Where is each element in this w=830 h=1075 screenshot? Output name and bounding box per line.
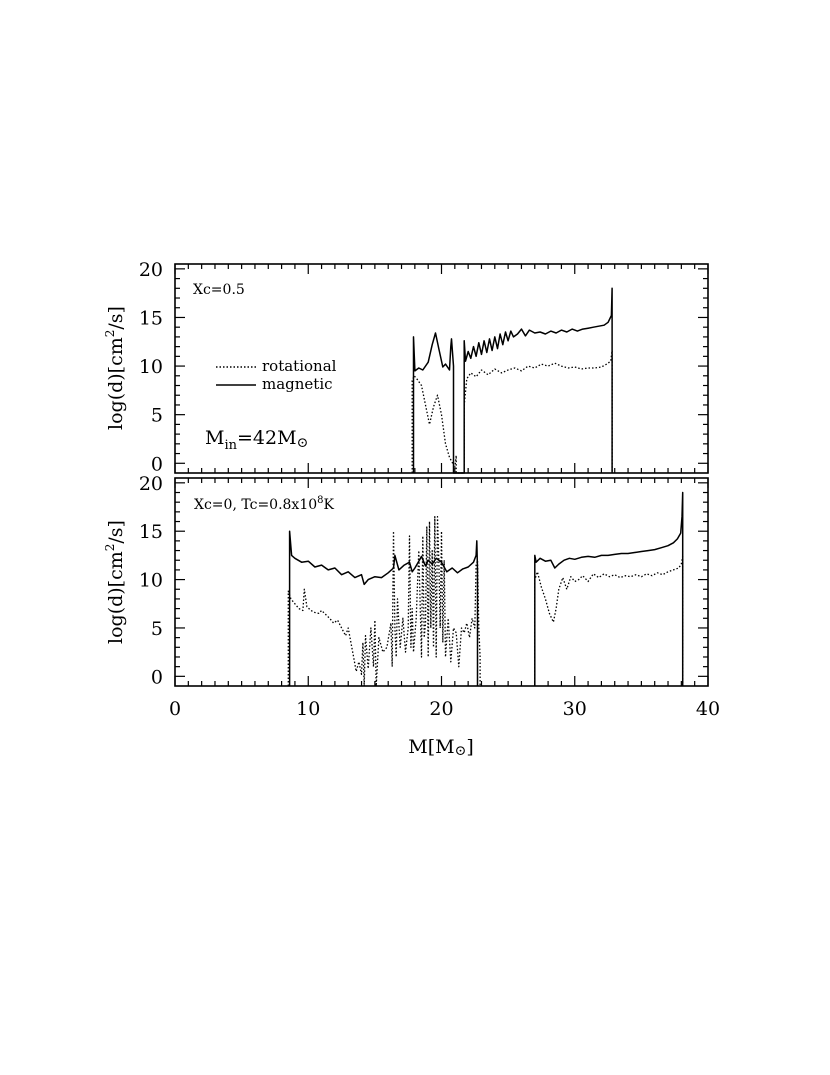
bottom-y-tick-label: 5 (151, 618, 163, 640)
sun-symbol: ⊙ (297, 435, 309, 451)
mass-label: Min=42M⊙ (205, 427, 308, 453)
ylabel-sup: 2 (103, 330, 117, 338)
top-panel: 0 5 10 15 20 Xc=0.5 rotational magnetic Min=… (103, 259, 709, 475)
x-tick-label: 20 (429, 698, 453, 720)
bottom-panel-x-tick-labels: 0 10 20 30 40 (169, 698, 720, 720)
annotation-post: K (324, 497, 335, 513)
legend-rotational-label: rotational (262, 357, 337, 375)
bottom-panel-ylabel: log(d)[cm2/s] (103, 520, 127, 644)
mass-label-main: M (205, 427, 224, 449)
top-y-tick-label: 5 (151, 405, 163, 427)
bottom-y-tick-label: 0 (151, 666, 163, 688)
bottom-panel-y-tick-labels: 0 5 10 15 20 (139, 473, 163, 688)
xlabel-sun: ⊙ (455, 743, 467, 759)
bottom-panel: 0 5 10 15 20 0 10 20 30 40 Xc=0, Tc=0.8x108K log… (103, 473, 720, 759)
top-y-tick-label: 15 (139, 307, 163, 329)
x-tick-label: 10 (296, 698, 320, 720)
bottom-series-magnetic (288, 530, 479, 686)
bottom-panel-annotation: Xc=0, Tc=0.8x108K (194, 495, 335, 513)
legend-magnetic-label: magnetic (262, 375, 333, 393)
annotation-sup: 8 (317, 495, 323, 506)
ylabel-pre: log(d)[cm (105, 551, 127, 644)
bottom-panel-ticks (174, 478, 709, 686)
top-y-tick-label: 10 (139, 356, 163, 378)
top-panel-ticks (174, 264, 709, 473)
x-axis-label: M[M⊙] (408, 736, 473, 759)
mass-label-sub: in (224, 438, 237, 453)
xlabel-post: ] (466, 736, 473, 758)
top-series-magnetic (412, 287, 613, 474)
bottom-series-rotational (534, 555, 684, 686)
mass-label-value: =42M (237, 427, 297, 449)
bottom-series-magnetic (534, 491, 684, 686)
top-y-tick-label: 0 (151, 453, 163, 475)
ylabel-sup: 2 (103, 544, 117, 552)
ylabel-post: /s] (105, 520, 127, 544)
top-panel-y-tick-labels: 0 5 10 15 20 (139, 259, 163, 475)
bottom-y-tick-label: 10 (139, 570, 163, 592)
x-tick-label: 40 (696, 698, 720, 720)
top-panel-series (411, 287, 613, 474)
top-panel-annotation: Xc=0.5 (193, 282, 245, 298)
bottom-series-rotational (287, 516, 481, 687)
top-panel-ylabel: log(d)[cm2/s] (103, 306, 127, 430)
ylabel-post: /s] (105, 306, 127, 330)
top-series-rotational (411, 349, 613, 474)
x-tick-label: 30 (563, 698, 587, 720)
ylabel-pre: log(d)[cm (105, 337, 127, 430)
bottom-panel-series (287, 491, 684, 687)
xlabel-pre: M[M (408, 736, 454, 758)
bottom-y-tick-label: 15 (139, 521, 163, 543)
bottom-y-tick-label: 20 (139, 473, 163, 495)
x-tick-label: 0 (169, 698, 181, 720)
annotation-pre: Xc=0, Tc=0.8x10 (194, 497, 317, 513)
legend: rotational magnetic (216, 357, 337, 393)
top-y-tick-label: 20 (139, 259, 163, 281)
